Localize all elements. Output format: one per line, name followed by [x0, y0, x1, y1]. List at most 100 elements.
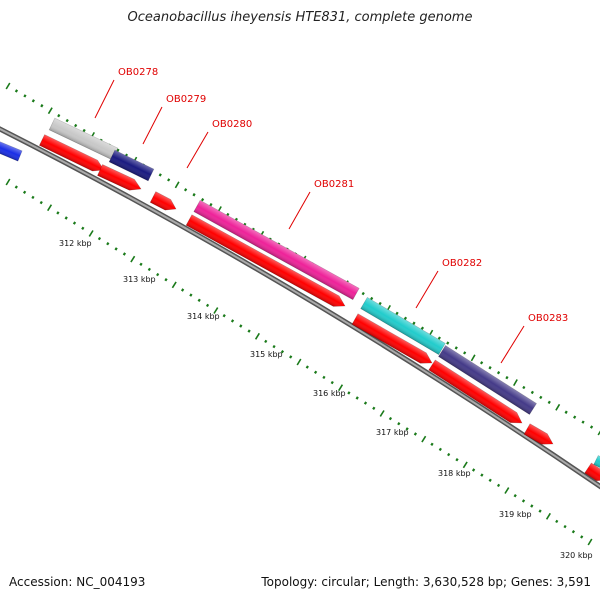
inner-tick-minor [114, 247, 118, 251]
inner-tick-major [171, 281, 177, 289]
inner-tick-minor [272, 344, 276, 349]
inner-tick-minor [313, 370, 318, 374]
gene-block-ob0281 [193, 199, 360, 301]
inner-tick-minor [164, 278, 168, 282]
outer-tick-minor [505, 375, 509, 380]
inner-tick-major [213, 307, 219, 314]
inner-tick-major [47, 204, 53, 212]
outer-tick-minor [564, 410, 568, 414]
inner-tick-minor [405, 427, 409, 431]
inner-tick-minor [330, 380, 334, 385]
outer-tick-minor [463, 351, 467, 355]
outer-tick-minor [57, 113, 61, 118]
gene-label-ob0281: OB0281 [314, 179, 354, 190]
leader-line-ob0279 [142, 106, 163, 145]
kbp-label: 312 kbp [59, 239, 92, 248]
inner-tick-minor [31, 195, 35, 200]
outer-tick-minor [200, 198, 205, 202]
kbp-label: 318 kbp [438, 469, 471, 478]
inner-tick-minor [72, 221, 77, 225]
inner-tick-minor [372, 406, 376, 410]
inner-tick-minor [538, 509, 542, 513]
outer-tick-minor [573, 415, 577, 419]
inner-tick-minor [388, 416, 393, 421]
outer-tick-minor [82, 128, 86, 133]
inner-tick-major [379, 410, 385, 417]
inner-tick-minor [363, 401, 368, 405]
inner-tick-minor [156, 272, 160, 277]
cds-arrow-edge [584, 462, 600, 482]
outer-tick-minor [496, 371, 501, 375]
cds-arrow-ob0283 [428, 359, 523, 424]
outer-tick-minor [412, 321, 416, 325]
outer-tick-major [47, 107, 53, 115]
inner-tick-major [421, 435, 427, 443]
inner-tick-minor [280, 350, 285, 354]
inner-tick-minor [471, 468, 476, 472]
gene-block-ob0282 [360, 296, 446, 356]
outer-tick-major [555, 403, 561, 411]
outer-tick-minor [370, 296, 374, 301]
outer-tick-major [513, 379, 518, 386]
inner-tick-major [462, 461, 468, 469]
inner-tick-minor [147, 267, 151, 272]
inner-tick-minor [438, 447, 442, 452]
outer-tick-major [174, 181, 180, 189]
inner-tick-minor [39, 200, 43, 205]
outer-tick-minor [446, 341, 450, 345]
gene-label-ob0280: OB0280 [212, 119, 252, 130]
outer-tick-minor [23, 94, 27, 98]
outer-tick-minor [74, 123, 78, 128]
inner-tick-major [130, 255, 136, 263]
outer-tick-minor [395, 311, 399, 316]
outer-tick-minor [454, 346, 458, 350]
inner-tick-minor [247, 329, 251, 333]
leader-line-ob0281 [288, 191, 311, 230]
inner-tick-minor [289, 355, 293, 359]
outer-tick-minor [40, 104, 44, 108]
outer-tick-minor [226, 212, 230, 217]
inner-tick-minor [22, 190, 27, 194]
gene-label-ob0282: OB0282 [442, 258, 482, 269]
inner-tick-minor [355, 396, 359, 400]
outer-tick-minor [403, 316, 408, 320]
gene-label-ob0279: OB0279 [166, 94, 206, 105]
inner-tick-minor [413, 432, 418, 436]
inner-tick-major [504, 487, 510, 494]
inner-tick-minor [197, 298, 201, 302]
inner-tick-minor [322, 375, 326, 380]
inner-tick-minor [496, 483, 501, 488]
leader-line-ob0278 [94, 79, 115, 119]
kbp-label: 315 kbp [250, 350, 283, 359]
inner-tick-minor [56, 211, 60, 215]
inner-tick-minor [521, 499, 526, 503]
kbp-label: 319 kbp [499, 510, 532, 519]
inner-tick-minor [81, 226, 85, 230]
inner-tick-minor [580, 535, 584, 539]
genome-stats-text: Topology: circular; Length: 3,630,528 bp… [261, 575, 591, 589]
cds-arrow-ob0279 [97, 164, 142, 191]
inner-tick-major [338, 384, 344, 392]
leader-line-ob0282 [415, 270, 439, 309]
gene-label-ob0283: OB0283 [528, 313, 568, 324]
inner-tick-minor [205, 303, 210, 308]
inner-tick-minor [180, 288, 185, 292]
outer-tick-minor [167, 178, 171, 182]
inner-tick-minor [264, 339, 268, 344]
inner-tick-minor [555, 519, 559, 524]
edge-feature-left [0, 140, 23, 162]
cds-arrow-next [523, 423, 554, 445]
inner-tick-minor [455, 458, 459, 462]
inner-tick-major [545, 512, 551, 520]
outer-tick-minor [183, 188, 188, 192]
cds-arrow-ob0282 [351, 313, 433, 364]
kbp-label: 314 kbp [187, 312, 220, 321]
genome-backbone [0, 126, 600, 490]
cds-arrow-ob0281 [185, 214, 346, 307]
outer-tick-minor [31, 99, 35, 103]
cds-arrow-ob0278 [38, 134, 105, 172]
outer-tick-minor [192, 193, 196, 197]
outer-tick-major [470, 354, 476, 362]
inner-tick-minor [530, 504, 534, 508]
